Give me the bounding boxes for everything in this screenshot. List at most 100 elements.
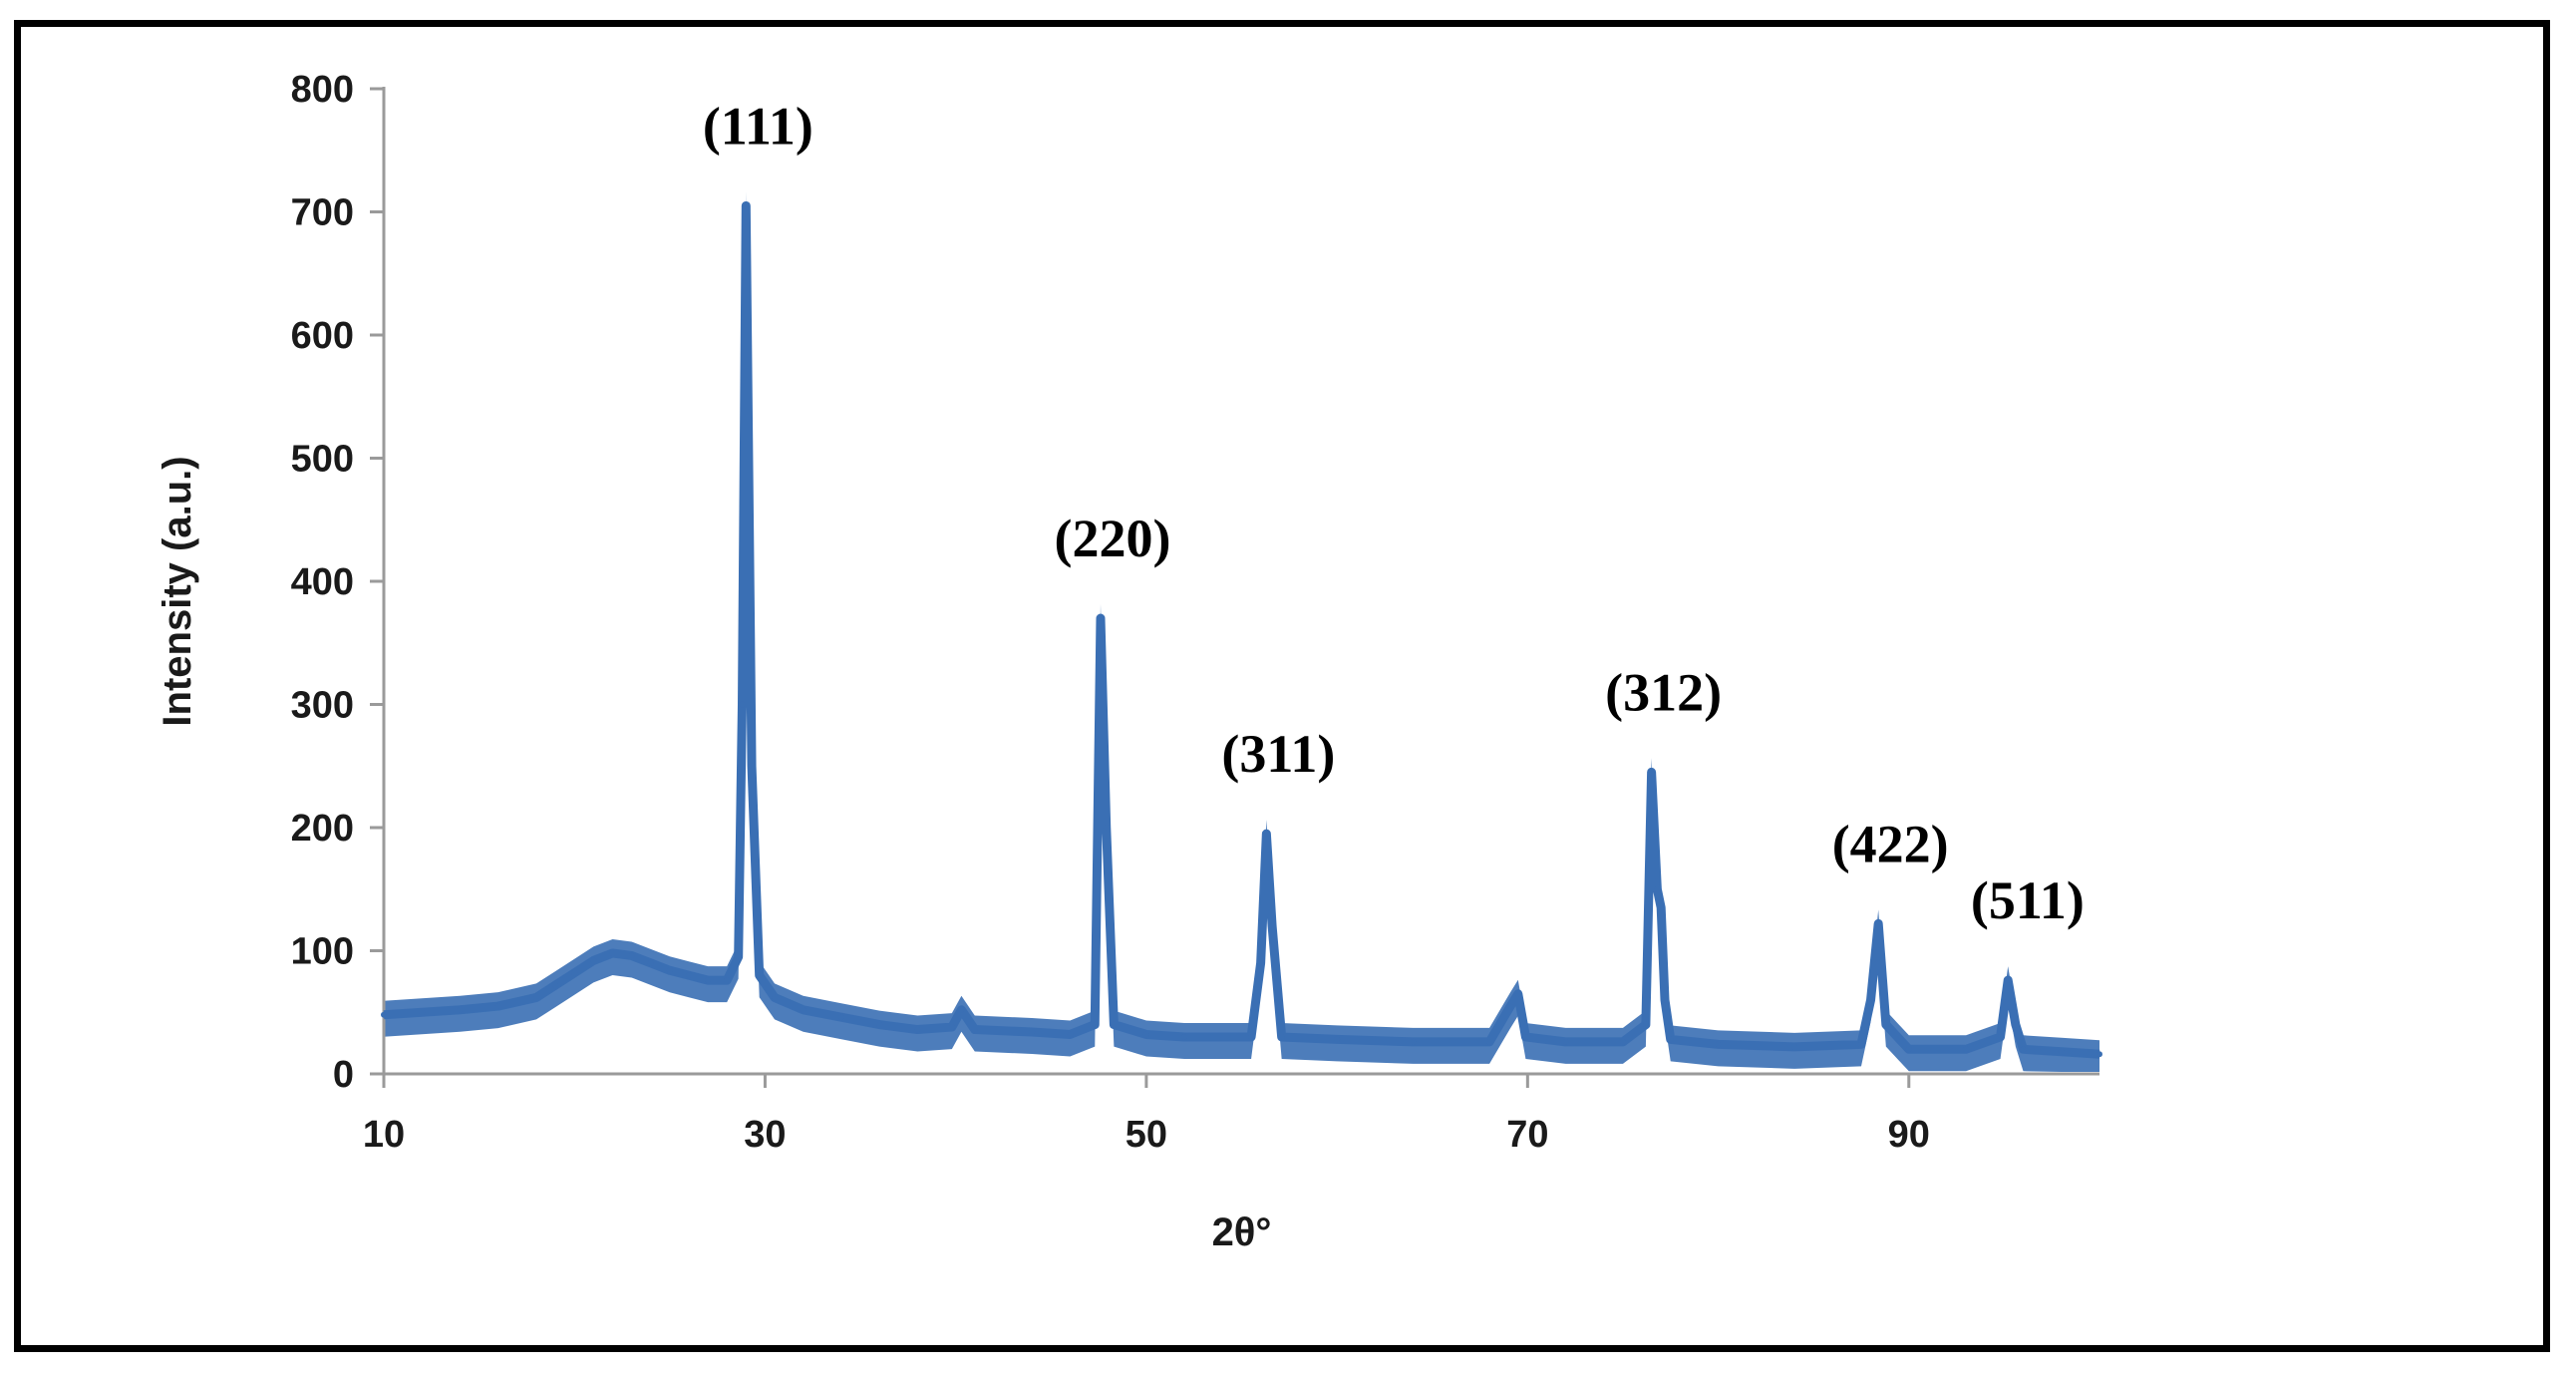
data-point	[1791, 1043, 1798, 1050]
data-point	[1667, 1036, 1674, 1043]
peak-label: (311)	[1221, 724, 1335, 784]
data-point	[2005, 977, 2012, 984]
data-point	[837, 1014, 844, 1021]
data-point	[971, 1026, 978, 1033]
xrd-chart: 0 100 200 300 400 500 600 700 800 10 30 50 70 90 (111…	[156, 69, 2102, 1254]
data-point	[1642, 1021, 1649, 1028]
peak-label: (111)	[703, 96, 813, 156]
data-point	[749, 763, 756, 770]
data-point	[532, 994, 539, 1001]
data-point	[739, 701, 746, 708]
peak-annotations: (111) (220) (311) (312) (422) (511)	[703, 96, 2085, 930]
data-point	[1111, 1021, 1118, 1028]
x-tick-label: 30	[744, 1114, 786, 1156]
data-point	[1278, 1033, 1285, 1040]
y-tick-label: 100	[291, 931, 354, 973]
data-point	[1875, 920, 1882, 927]
data-point	[1654, 885, 1661, 892]
x-tick-label: 70	[1506, 1114, 1548, 1156]
y-tick-label: 500	[291, 439, 354, 481]
data-point	[724, 977, 731, 984]
y-tick-label: 700	[291, 192, 354, 234]
chart-frame: 0 100 200 300 400 500 600 700 800 10 30 50 70 90 (111…	[14, 20, 2550, 1352]
data-point	[685, 972, 692, 979]
data-point	[609, 949, 616, 956]
data-point	[494, 1003, 501, 1010]
data-point	[419, 1009, 426, 1016]
data-point	[1857, 1041, 1864, 1048]
data-point	[1092, 1021, 1099, 1028]
data-point	[1905, 1046, 1912, 1053]
data-point	[1562, 1038, 1569, 1045]
data-point	[735, 953, 742, 960]
data-point	[914, 1026, 921, 1033]
data-point	[1263, 831, 1270, 838]
data-point	[1715, 1041, 1722, 1048]
data-point	[1522, 1033, 1529, 1040]
data-point	[647, 959, 654, 966]
data-point	[1248, 1033, 1255, 1040]
data-point	[772, 994, 779, 1001]
data-point	[2012, 1021, 2019, 1028]
y-tick-label: 400	[291, 561, 354, 603]
data-point	[1257, 959, 1264, 966]
axes	[370, 87, 2099, 1088]
data-point	[800, 1006, 806, 1013]
data-point	[1334, 1036, 1341, 1043]
noise-band-layer	[384, 191, 2099, 1072]
data-point	[1963, 1046, 1970, 1053]
data-point	[666, 967, 673, 974]
x-tick-label: 90	[1888, 1114, 1930, 1156]
data-point	[1486, 1038, 1493, 1045]
data-point	[590, 957, 597, 964]
y-axis-title: Intensity (a.u.)	[156, 456, 199, 726]
y-tick-label: 200	[291, 808, 354, 850]
data-point	[1269, 922, 1276, 929]
data-point	[1867, 996, 1874, 1003]
data-point	[2020, 1046, 2027, 1053]
x-axis-title: 2θ°	[1212, 1210, 1272, 1254]
data-point	[743, 202, 750, 209]
data-point	[1181, 1033, 1188, 1040]
data-point	[1103, 825, 1110, 831]
data-point	[1507, 1003, 1514, 1010]
peak-label: (312)	[1605, 662, 1722, 722]
data-point	[1882, 1021, 1889, 1028]
data-point	[1648, 769, 1655, 776]
data-point	[1662, 996, 1669, 1003]
data-point	[1029, 1029, 1036, 1036]
data-point	[756, 972, 763, 979]
data-point	[948, 1024, 955, 1031]
data-point	[381, 1011, 387, 1018]
peak-label: (220)	[1055, 509, 1171, 568]
y-tick-label: 600	[291, 315, 354, 357]
data-point	[1514, 990, 1521, 997]
x-tick-label: 50	[1126, 1114, 1167, 1156]
data-point	[1067, 1031, 1074, 1038]
series-band	[384, 191, 2099, 1072]
data-point	[958, 1006, 965, 1013]
data-point	[705, 977, 712, 984]
series-layer	[381, 200, 2102, 1059]
tick-labels: 0 100 200 300 400 500 600 700 800 10 30 50 70 90	[291, 69, 1930, 1156]
data-point	[1658, 904, 1665, 911]
y-tick-label: 300	[291, 685, 354, 727]
data-point	[628, 952, 635, 959]
data-point	[457, 1006, 464, 1013]
data-point	[1097, 615, 1104, 622]
peak-label: (422)	[1832, 814, 1949, 873]
data-point	[571, 969, 578, 976]
data-point	[2096, 1051, 2102, 1058]
y-tick-label: 800	[291, 69, 354, 111]
data-point	[1997, 1033, 2004, 1040]
data-point	[1410, 1038, 1417, 1045]
data-point	[1142, 1031, 1149, 1038]
y-tick-label: 0	[333, 1054, 354, 1096]
x-tick-label: 10	[363, 1114, 405, 1156]
data-point	[552, 982, 559, 989]
series-line	[383, 200, 2100, 1059]
peak-label: (511)	[1971, 870, 2085, 930]
data-point	[2058, 1048, 2065, 1055]
data-point	[876, 1021, 883, 1028]
data-point	[1619, 1038, 1626, 1045]
